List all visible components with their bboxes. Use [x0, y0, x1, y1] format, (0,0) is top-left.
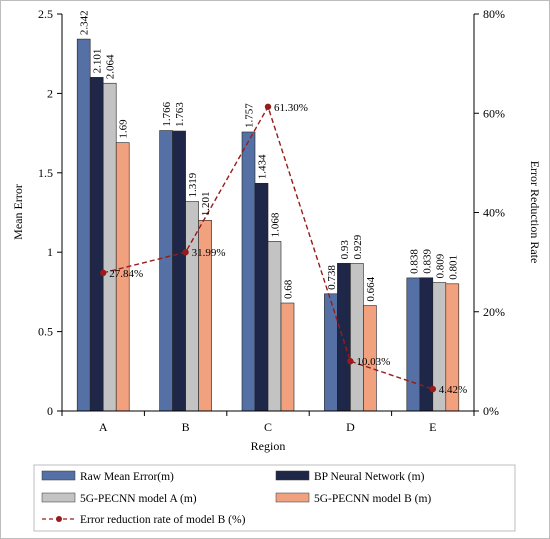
line-layer: 27.84% 31.99% 61.30% 10.03% 4.42%	[100, 102, 467, 396]
y2-tick-label: 40%	[483, 206, 505, 220]
data-label-D-series-1: 0.93	[339, 240, 351, 260]
y-tick-label: 0	[47, 404, 53, 418]
legend-label-reduction-rate: Error reduction rate of model B (%)	[80, 514, 246, 526]
y2-tick-label: 60%	[483, 106, 505, 120]
bar-D-series-1	[337, 263, 351, 412]
bar-C-series-1	[254, 182, 269, 412]
reduction-rate-label-D: 10.03%	[356, 356, 390, 368]
data-label-B-series-3: 1.201	[200, 192, 212, 217]
bar-D-series-0	[324, 293, 338, 412]
reduction-rate-label-E: 4.42%	[439, 384, 467, 396]
reduction-rate-point-E	[429, 385, 436, 393]
x-axis-title: Region	[251, 439, 286, 453]
x-tick-label-C: C	[264, 420, 272, 434]
data-label-C-series-0: 1.757	[244, 103, 256, 128]
bar-A-series-1	[89, 77, 104, 412]
bar-C-series-3	[280, 302, 295, 412]
data-label-D-series-2: 0.929	[352, 234, 364, 259]
bar-A-series-0	[76, 38, 91, 412]
data-label-E-series-0: 0.838	[408, 249, 420, 274]
y2-tick-label: 0%	[483, 404, 499, 418]
data-label-E-series-2: 0.809	[434, 253, 446, 278]
bar-C-series-2	[267, 241, 282, 412]
y-tick-label: 1.5	[38, 166, 53, 180]
y2-axis-title: Error Reduction Rate	[528, 161, 542, 264]
y-tick-label: 1	[47, 245, 53, 259]
data-label-A-series-1: 2.101	[92, 49, 104, 74]
x-tick-label-A: A	[99, 420, 108, 434]
data-label-D-series-0: 0.738	[326, 265, 338, 290]
reduction-rate-label-C: 61.30%	[274, 102, 308, 114]
x-tick-label-E: E	[429, 420, 436, 434]
data-label-C-series-1: 1.434	[257, 154, 269, 179]
y2-tick-label: 20%	[483, 305, 505, 319]
legend-label-raw: Raw Mean Error(m)	[80, 471, 174, 483]
x-tick-label-B: B	[182, 420, 190, 434]
reduction-rate-point-D	[347, 358, 354, 365]
bar-B-series-1	[172, 130, 186, 412]
legend-swatch-model-a	[41, 492, 76, 503]
y-tick-label: 2.5	[38, 7, 53, 21]
data-label-B-series-0: 1.766	[161, 101, 173, 126]
bar-D-series-2	[350, 263, 364, 412]
data-label-C-series-3: 0.68	[283, 279, 295, 299]
data-label-E-series-1: 0.839	[421, 249, 433, 274]
reduction-rate-point-B	[182, 249, 189, 256]
legend-label-bp: BP Neural Network (m)	[314, 471, 425, 483]
legend-swatch-bp	[275, 470, 310, 481]
data-label-B-series-2: 1.319	[187, 172, 199, 197]
data-label-B-series-1: 1.763	[174, 102, 186, 127]
data-label-A-series-3: 1.69	[118, 119, 130, 139]
data-label-E-series-3: 0.801	[447, 255, 459, 280]
reduction-rate-label-B: 31.99%	[192, 247, 226, 259]
data-label-D-series-3: 0.664	[365, 276, 377, 301]
y-tick-label: 0.5	[38, 325, 53, 339]
ticks-layer: A B C D E 0 0.5 1 1.5 2 2.5 0% 20% 40% 60% 80%	[38, 7, 505, 434]
legend-label-model-b: 5G-PECNN model B (m)	[314, 493, 431, 505]
data-label-A-series-0: 2.342	[79, 10, 91, 35]
bar-E-series-0	[406, 277, 421, 412]
legend: Raw Mean Error(m) BP Neural Network (m) …	[33, 464, 516, 532]
legend-line-marker	[56, 516, 62, 522]
y-axis-title: Mean Error	[11, 184, 25, 240]
y2-tick-label: 80%	[483, 7, 505, 21]
reduction-rate-point-A	[100, 269, 107, 277]
legend-border	[33, 464, 516, 532]
legend-swatch-raw	[41, 470, 76, 481]
data-label-C-series-2: 1.068	[270, 212, 282, 237]
reduction-rate-label-A: 27.84%	[109, 268, 143, 280]
data-label-A-series-2: 2.064	[105, 54, 117, 79]
bar-A-series-2	[102, 82, 117, 412]
legend-swatch-model-b	[275, 492, 310, 503]
bar-B-series-0	[159, 130, 173, 412]
y-tick-label: 2	[47, 86, 53, 100]
bars-layer	[76, 38, 460, 412]
x-tick-label-D: D	[346, 420, 355, 434]
reduction-rate-point-C	[264, 103, 272, 110]
bar-C-series-0	[241, 131, 256, 412]
legend-label-model-a: 5G-PECNN model A (m)	[80, 493, 197, 505]
